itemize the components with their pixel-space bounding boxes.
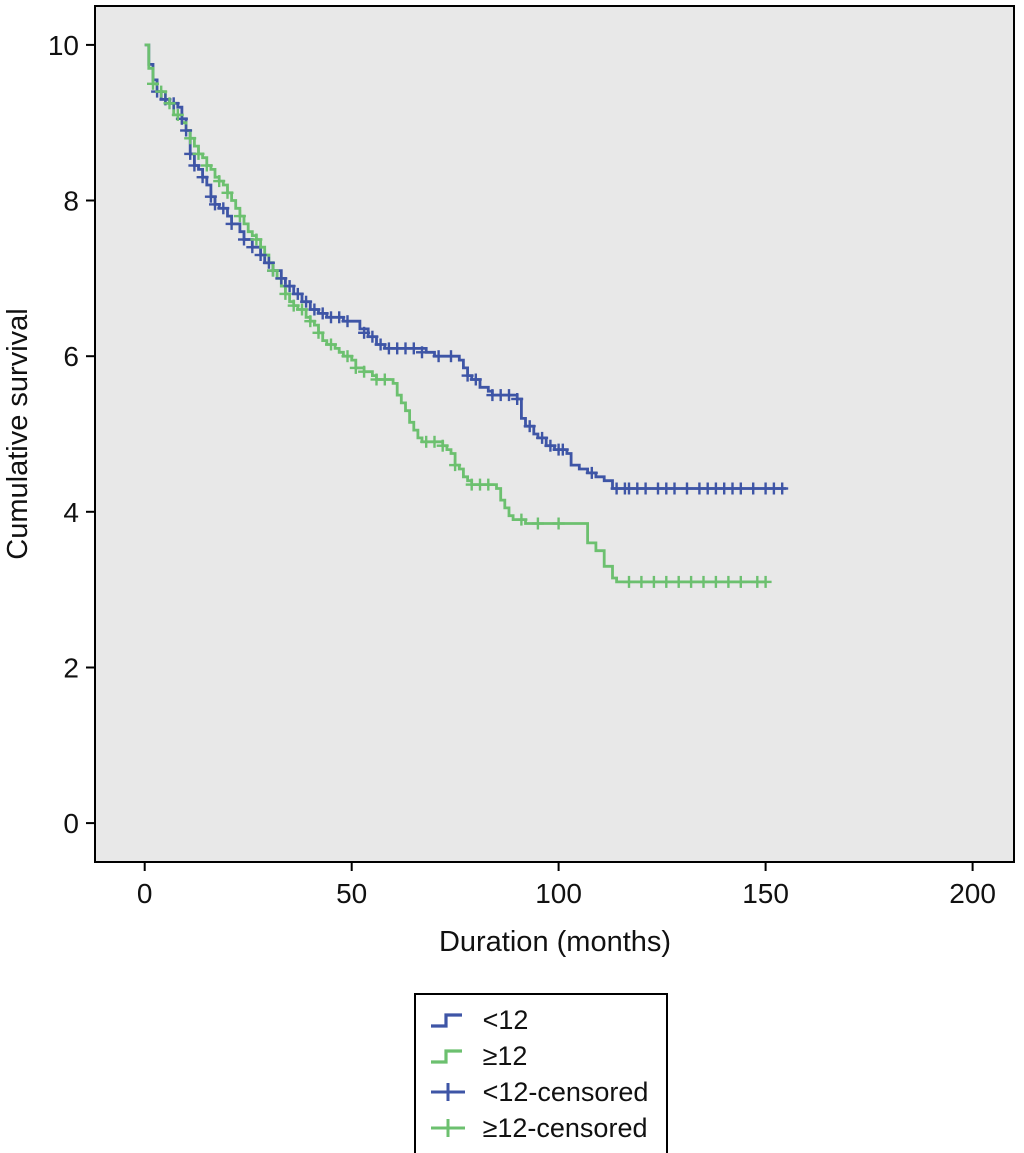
y-tick-label: 8 [63,186,79,217]
legend-label-lt12: <12 [482,1004,529,1035]
x-tick-label: 50 [336,878,367,909]
y-tick-label: 6 [63,341,79,372]
legend-item-lt12-censored: <12-censored [428,1075,649,1109]
step-line-icon [430,1049,462,1064]
y-tick-label: 10 [48,30,79,61]
legend-item-ge12-censored: ≥12-censored [428,1111,649,1145]
chart-area: 0 50 100 150 200 0 2 4 6 8 10 Cumulative survival [2,5,1015,909]
step-line-icon [430,1013,462,1028]
x-axis-title: Duration (months) [438,926,672,958]
x-tick-label: 100 [535,878,582,909]
censored-marks-lt12 [151,85,789,495]
legend-label-lt12-censored: <12-censored [482,1076,649,1107]
x-tick-label: 0 [137,878,153,909]
plot-area [94,5,1015,863]
y-tick-label: 0 [63,808,79,839]
legend-item-lt12: <12 [428,1003,649,1037]
x-tick-label: 200 [949,878,996,909]
legend-label-ge12-censored: ≥12-censored [482,1112,648,1143]
legend-item-ge12: ≥12 [428,1039,649,1073]
y-tick-label: 4 [63,497,79,528]
y-axis-title: Cumulative survival [2,308,34,559]
x-tick-label: 150 [742,878,789,909]
legend-container: <12 ≥12 <12-censored ≥12-censored [0,993,1024,1153]
censored-plus-icon [430,1119,465,1137]
legend: <12 ≥12 <12-censored ≥12-censored [413,993,669,1153]
censored-marks-ge12 [147,77,772,588]
legend-label-ge12: ≥12 [482,1040,528,1071]
censored-plus-icon [430,1083,465,1101]
y-tick-label: 2 [63,653,79,684]
survival-chart: 0 50 100 150 200 0 2 4 6 8 10 Cumulative survival [2,5,1015,909]
